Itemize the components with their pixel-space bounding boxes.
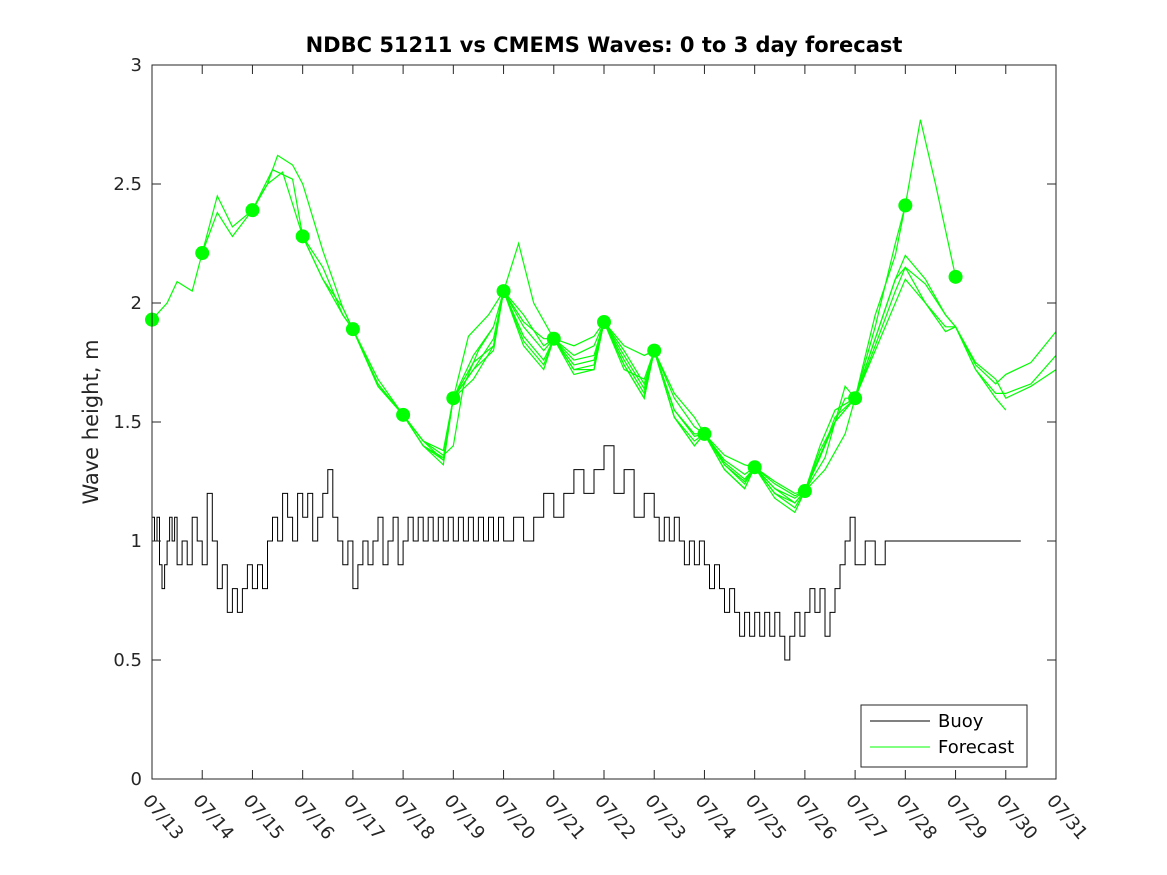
x-tick-label: 07/31 — [1042, 791, 1091, 844]
forecast-run-line — [352, 289, 705, 452]
x-tick-label: 07/17 — [339, 791, 388, 844]
y-tick-label: 1.5 — [113, 412, 142, 433]
x-tick-label: 07/24 — [691, 791, 740, 844]
forecast-marker — [446, 391, 461, 406]
plot-frame — [151, 64, 1057, 780]
forecast-run-line — [553, 205, 906, 509]
legend-box — [860, 704, 1028, 768]
x-tick-label: 07/14 — [188, 791, 237, 844]
y-tick-label: 1 — [131, 531, 142, 552]
forecast-run-line — [201, 171, 555, 459]
x-tick-label: 07/22 — [590, 791, 639, 844]
forecast-marker — [697, 426, 712, 441]
forecast-run-line — [653, 254, 1007, 504]
forecast-run-line — [603, 119, 957, 514]
forecast-run-line — [754, 278, 1057, 497]
forecast-marker — [898, 198, 913, 213]
forecast-marker — [496, 284, 511, 299]
legend: Buoy Forecast — [860, 704, 1028, 768]
x-tick-label: 07/27 — [841, 791, 890, 844]
x-tick-label: 07/25 — [741, 791, 790, 844]
forecast-marker — [647, 343, 662, 358]
x-tick-label: 07/15 — [239, 791, 288, 844]
x-tick-label: 07/13 — [138, 791, 187, 844]
plot-area — [145, 119, 1057, 661]
forecast-marker — [597, 315, 611, 330]
y-tick-label: 3 — [131, 55, 142, 76]
x-tick-label: 07/26 — [791, 791, 840, 844]
forecast-run-line — [151, 154, 495, 457]
y-tick-label: 0 — [131, 769, 142, 790]
forecast-run-line — [251, 168, 605, 462]
legend-forecast-label: Forecast — [938, 737, 1014, 758]
y-tick-label: 0.5 — [113, 650, 142, 671]
x-tick-label: 07/30 — [992, 791, 1041, 844]
x-tick-label: 07/19 — [440, 791, 489, 844]
x-tick-label: 07/28 — [892, 791, 941, 844]
x-tick-label: 07/29 — [942, 791, 991, 844]
x-tick-label: 07/18 — [389, 791, 438, 844]
buoy-line — [152, 445, 1021, 661]
x-tick-label: 07/21 — [540, 791, 589, 844]
y-tick-label: 2 — [131, 293, 142, 314]
forecast-marker — [797, 484, 812, 499]
x-tick-label: 07/16 — [289, 791, 338, 844]
forecast-marker — [195, 246, 210, 261]
forecast-run-line — [804, 266, 1057, 492]
legend-buoy-label: Buoy — [938, 711, 984, 732]
x-tick-label: 07/20 — [490, 791, 539, 844]
y-tick-label: 2.5 — [113, 174, 142, 195]
forecast-run-line — [703, 266, 1057, 499]
forecast-run-line — [503, 290, 856, 504]
forecast-run-line — [402, 289, 755, 468]
forecast-marker — [295, 229, 310, 244]
chart-title: NDBC 51211 vs CMEMS Waves: 0 to 3 day fo… — [306, 33, 903, 57]
forecast-marker — [546, 331, 561, 346]
forecast-marker — [245, 203, 260, 218]
forecast-marker — [848, 391, 863, 406]
forecast-marker — [948, 269, 963, 284]
y-axis-label: Wave height, m — [79, 339, 103, 504]
x-tick-label: 07/23 — [640, 791, 689, 844]
forecast-marker — [396, 407, 411, 422]
forecast-marker — [345, 322, 360, 337]
forecast-marker — [747, 460, 762, 475]
